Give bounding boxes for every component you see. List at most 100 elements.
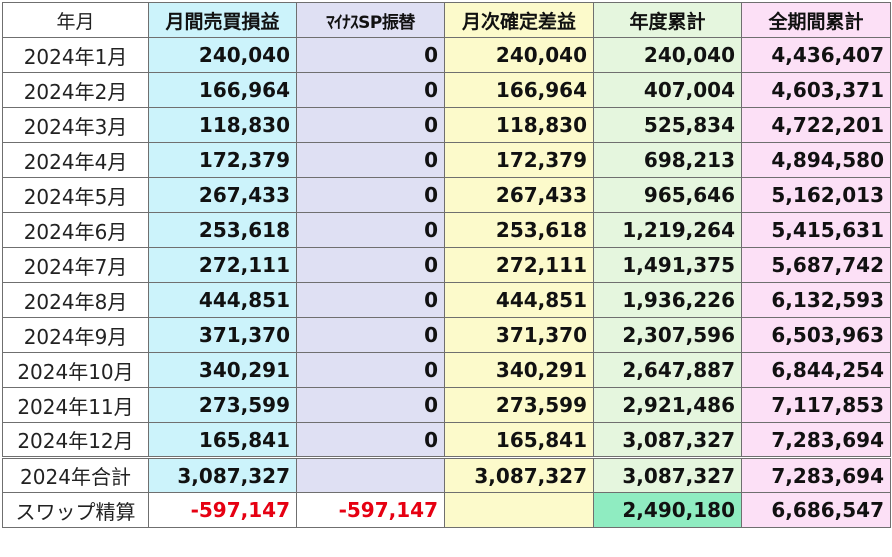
cell-year-month: 2024年8月 [2,282,149,318]
cell-monthly-net: 240,040 [444,37,594,73]
cell-all-time-total: 5,162,013 [741,177,891,213]
header-year-month: 年月 [2,2,149,38]
table-row: 2024年12月 165,841 0 165,841 3,087,327 7,2… [2,422,891,458]
cell-ytd-total: 2,921,486 [593,387,742,423]
cell-all-time-total: 4,894,580 [741,142,891,178]
cell-year-month: 2024年9月 [2,317,149,353]
table-row: 2024年1月 240,040 0 240,040 240,040 4,436,… [2,37,891,73]
cell-monthly-pl: 267,433 [148,177,297,213]
cell-minus-sp: 0 [296,317,445,353]
cell-ytd-total: 407,004 [593,72,742,108]
cell-ytd-total: 525,834 [593,107,742,143]
cell-minus-sp: 0 [296,352,445,388]
cell-minus-sp: 0 [296,212,445,248]
cell-monthly-pl: 172,379 [148,142,297,178]
cell-year-month: 2024年5月 [2,177,149,213]
cell-minus-sp [296,456,445,493]
cell-year-month: 2024年11月 [2,387,149,423]
cell-year-month: 2024年7月 [2,247,149,283]
cell-minus-sp: 0 [296,37,445,73]
cell-monthly-net: 371,370 [444,317,594,353]
header-monthly-net: 月次確定差益 [444,2,594,38]
cell-minus-sp: 0 [296,107,445,143]
cell-year-month: 2024年2月 [2,72,149,108]
cell-monthly-pl: 273,599 [148,387,297,423]
table-row: 2024年8月 444,851 0 444,851 1,936,226 6,13… [2,282,891,318]
cell-ytd-total: 965,646 [593,177,742,213]
cell-monthly-net: 3,087,327 [444,456,594,493]
table-row: 2024年7月 272,111 0 272,111 1,491,375 5,68… [2,247,891,283]
cell-ytd-total: 2,647,887 [593,352,742,388]
table-row: 2024年4月 172,379 0 172,379 698,213 4,894,… [2,142,891,178]
cell-all-time-total: 6,132,593 [741,282,891,318]
cell-year-month: 2024年12月 [2,422,149,458]
cell-monthly-pl: 340,291 [148,352,297,388]
cell-year-month: 2024年4月 [2,142,149,178]
cell-all-time-total: 7,283,694 [741,456,891,493]
cell-ytd-total: 2,490,180 [593,492,742,528]
cell-year-month: 2024年10月 [2,352,149,388]
cell-monthly-net: 165,841 [444,422,594,458]
cell-monthly-net: 267,433 [444,177,594,213]
cell-ytd-total: 240,040 [593,37,742,73]
cell-minus-sp: 0 [296,247,445,283]
cell-ytd-total: 698,213 [593,142,742,178]
header-monthly-pl: 月間売買損益 [148,2,297,38]
cell-ytd-total: 2,307,596 [593,317,742,353]
cell-all-time-total: 6,844,254 [741,352,891,388]
header-minus-sp-transfer: ﾏｲﾅｽSP振替 [296,2,445,38]
cell-minus-sp: 0 [296,387,445,423]
table-row: 2024年2月 166,964 0 166,964 407,004 4,603,… [2,72,891,108]
cell-all-time-total: 6,686,547 [741,492,891,528]
cell-monthly-pl: 253,618 [148,212,297,248]
cell-monthly-pl: 3,087,327 [148,456,297,493]
cell-year-month: 2024年6月 [2,212,149,248]
annual-total-row: 2024年合計 3,087,327 3,087,327 3,087,327 7,… [2,456,891,493]
cell-monthly-pl: 165,841 [148,422,297,458]
cell-monthly-pl: 166,964 [148,72,297,108]
cell-monthly-net: 253,618 [444,212,594,248]
cell-ytd-total: 1,491,375 [593,247,742,283]
cell-monthly-pl: 444,851 [148,282,297,318]
cell-all-time-total: 4,603,371 [741,72,891,108]
cell-monthly-net: 444,851 [444,282,594,318]
cell-all-time-total: 7,283,694 [741,422,891,458]
table-row: 2024年11月 273,599 0 273,599 2,921,486 7,1… [2,387,891,423]
cell-monthly-pl: 371,370 [148,317,297,353]
cell-ytd-total: 1,219,264 [593,212,742,248]
cell-monthly-net: 273,599 [444,387,594,423]
cell-all-time-total: 4,436,407 [741,37,891,73]
cell-ytd-total: 1,936,226 [593,282,742,318]
cell-monthly-net [444,492,594,528]
swap-settlement-row: スワップ精算 -597,147 -597,147 2,490,180 6,686… [2,492,891,528]
cell-ytd-total: 3,087,327 [593,456,742,493]
cell-monthly-pl: 272,111 [148,247,297,283]
cell-minus-sp: 0 [296,142,445,178]
cell-monthly-net: 166,964 [444,72,594,108]
header-ytd-total: 年度累計 [593,2,742,38]
cell-minus-sp: 0 [296,177,445,213]
table-row: 2024年3月 118,830 0 118,830 525,834 4,722,… [2,107,891,143]
cell-minus-sp: 0 [296,282,445,318]
cell-monthly-net: 118,830 [444,107,594,143]
header-row: 年月 月間売買損益 ﾏｲﾅｽSP振替 月次確定差益 年度累計 全期間累計 [2,2,891,38]
pl-summary-table: 年月 月間売買損益 ﾏｲﾅｽSP振替 月次確定差益 年度累計 全期間累計 202… [2,2,891,528]
table-row: 2024年5月 267,433 0 267,433 965,646 5,162,… [2,177,891,213]
cell-all-time-total: 7,117,853 [741,387,891,423]
cell-monthly-pl: 240,040 [148,37,297,73]
cell-ytd-total: 3,087,327 [593,422,742,458]
cell-monthly-net: 172,379 [444,142,594,178]
cell-monthly-pl: 118,830 [148,107,297,143]
table-row: 2024年9月 371,370 0 371,370 2,307,596 6,50… [2,317,891,353]
cell-year-month: スワップ精算 [2,492,149,528]
table-row: 2024年10月 340,291 0 340,291 2,647,887 6,8… [2,352,891,388]
cell-minus-sp: -597,147 [296,492,445,528]
table-row: 2024年6月 253,618 0 253,618 1,219,264 5,41… [2,212,891,248]
cell-year-month: 2024年1月 [2,37,149,73]
cell-minus-sp: 0 [296,72,445,108]
cell-year-month: 2024年3月 [2,107,149,143]
cell-all-time-total: 5,415,631 [741,212,891,248]
cell-all-time-total: 6,503,963 [741,317,891,353]
cell-year-month: 2024年合計 [2,456,149,493]
cell-all-time-total: 4,722,201 [741,107,891,143]
